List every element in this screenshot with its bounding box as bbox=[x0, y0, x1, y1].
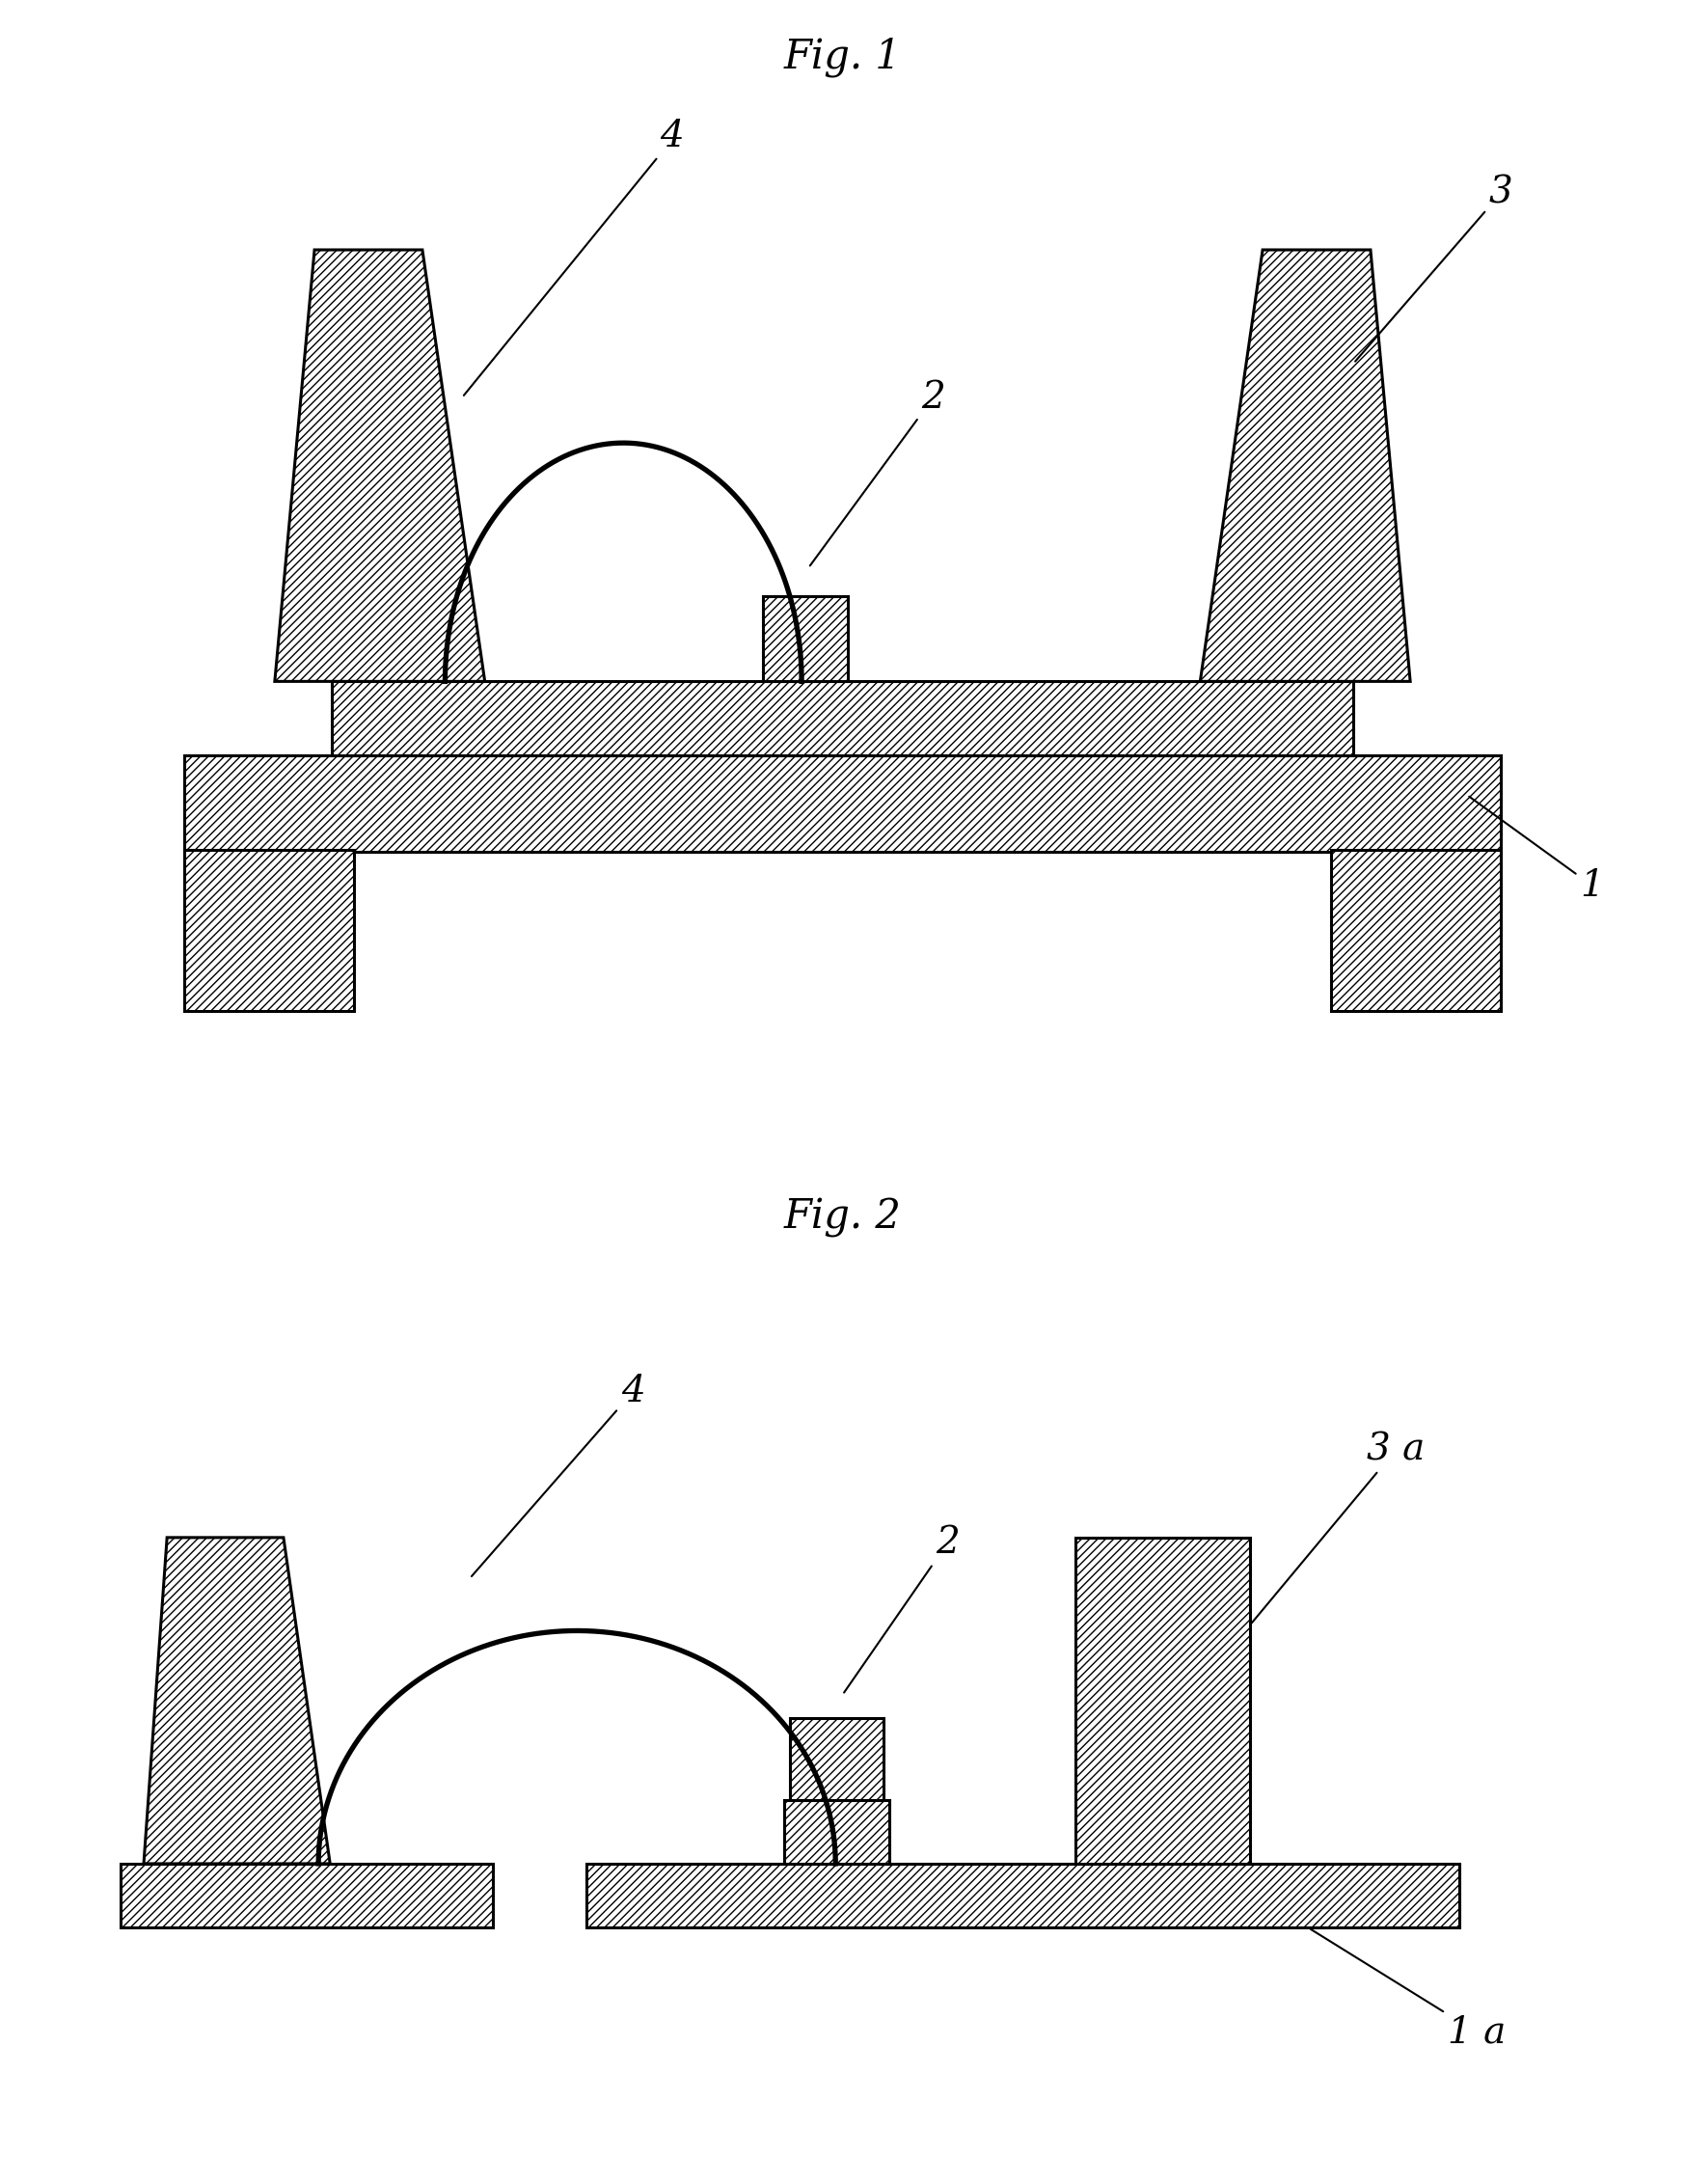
Bar bbox=[1075, 1538, 1250, 1863]
Bar bbox=[120, 1863, 494, 1928]
Text: Fig. 1: Fig. 1 bbox=[784, 37, 901, 76]
Text: 3 a: 3 a bbox=[1252, 1433, 1426, 1623]
Text: Fig. 2: Fig. 2 bbox=[784, 1197, 901, 1238]
Bar bbox=[790, 1719, 883, 1800]
Bar bbox=[763, 596, 848, 681]
Polygon shape bbox=[143, 1538, 330, 1863]
Text: 1 a: 1 a bbox=[1311, 1928, 1506, 2051]
Text: 2: 2 bbox=[810, 380, 945, 566]
Text: 2: 2 bbox=[844, 1524, 959, 1693]
Bar bbox=[1331, 850, 1501, 1011]
Bar bbox=[184, 756, 1501, 852]
Bar bbox=[332, 681, 1353, 756]
Text: 4: 4 bbox=[472, 1374, 645, 1577]
Text: 3: 3 bbox=[1355, 175, 1513, 360]
Bar bbox=[586, 1863, 1459, 1928]
Polygon shape bbox=[275, 249, 485, 681]
Text: 4: 4 bbox=[463, 118, 684, 395]
Text: 1: 1 bbox=[1469, 797, 1604, 904]
Polygon shape bbox=[1200, 249, 1410, 681]
Bar bbox=[184, 850, 354, 1011]
Bar bbox=[784, 1800, 890, 1863]
